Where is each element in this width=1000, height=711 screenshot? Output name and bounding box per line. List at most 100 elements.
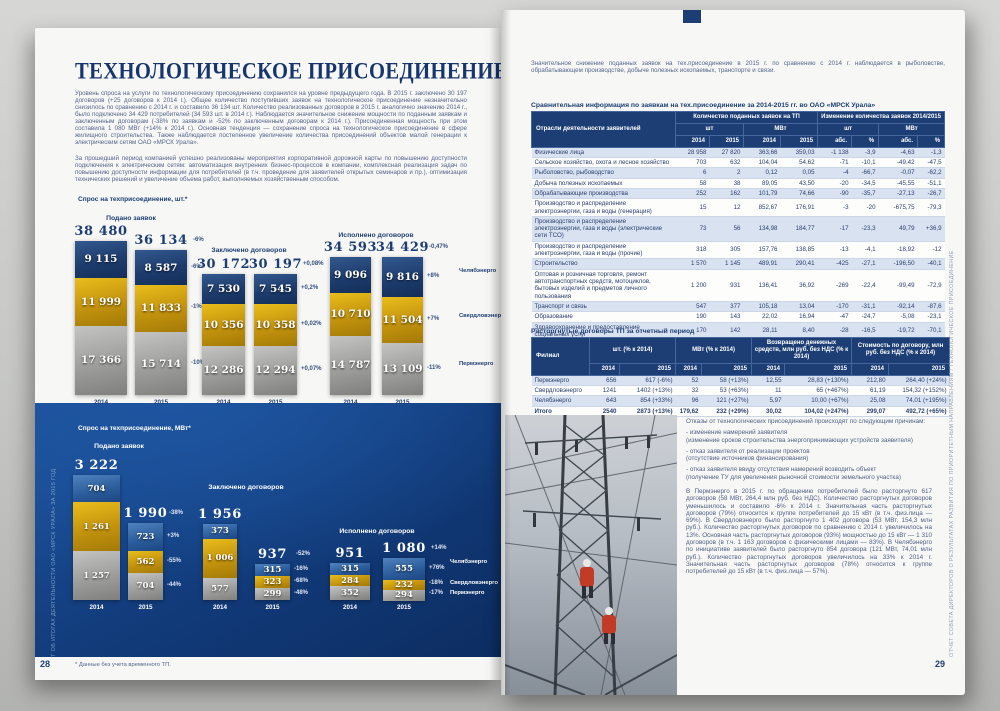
bar-segment: 7 530 xyxy=(202,274,245,305)
bar-total-pct: -6% xyxy=(193,237,204,244)
cell-value: 359,03 xyxy=(780,147,818,158)
table-row: Образование 190 143 22,02 16,94 -47 -24,7 -5,08… xyxy=(531,311,945,323)
linemen-photo xyxy=(505,415,677,695)
cell-value: 104,02 (+247%) xyxy=(784,406,852,417)
row-label: Строительство xyxy=(531,258,676,270)
page-number-right: 29 xyxy=(935,659,946,669)
reason-sub: (отсутствие источников финансирования) xyxy=(686,455,809,463)
table-header-cell: Филиал xyxy=(531,337,590,376)
cell-value: 852,67 xyxy=(743,198,781,217)
cell-value: 377 xyxy=(709,301,744,313)
cell-value: -4,63 xyxy=(878,147,918,158)
segment-value: 10 356 xyxy=(203,319,244,332)
table-row: Рыболовство, рыбоводство 6 2 0,12 0,05 -4 -66,… xyxy=(531,167,945,179)
table-header-cell: 2015 xyxy=(701,362,753,376)
table-header-cell: Возвращено денежных средств, млн руб. бе… xyxy=(751,337,853,364)
table-row: Челябэнерго 643 854 (+33%) 96 121 (+27%) 5,97… xyxy=(531,395,950,407)
reason-text: - изменение намерений заявителя xyxy=(686,429,788,437)
segment-value: 9 096 xyxy=(334,268,367,281)
cell-value: 13,04 xyxy=(780,301,818,313)
cell-value: +36,9 xyxy=(917,216,945,242)
table-header-cell: шт. (% к 2014) xyxy=(588,337,677,364)
cell-value: -27,1 xyxy=(851,258,879,270)
row-label: Образование xyxy=(531,311,676,323)
cell-value: 54,62 xyxy=(780,157,818,169)
cell-value: 290,41 xyxy=(780,258,818,270)
cell-value: 61,19 xyxy=(851,385,889,397)
cell-value: 184,77 xyxy=(780,216,818,242)
row-label: Сельское хозяйство, охота и лесное хозяй… xyxy=(531,157,676,169)
row-label: Производство и распределение электроэнер… xyxy=(531,198,676,217)
cell-value: 74,66 xyxy=(780,188,818,200)
stacked-bar: 9 096 10 710 14 787 xyxy=(330,256,371,395)
branch-label: Пермэнерго xyxy=(459,361,494,367)
bookmark-tab xyxy=(683,10,701,23)
table-row: Свердловэнерго 1241 1402 (+13%) 32 53 (+63%)… xyxy=(531,385,950,397)
cell-value: -71 xyxy=(817,157,852,169)
row-label: Пермэнерго xyxy=(531,375,590,386)
cell-value: 49,79 xyxy=(878,216,918,242)
cell-value: 305 xyxy=(709,241,744,260)
terminated-contracts-table: Филиал шт. (% к 2014) МВт (% к 2014) Возвра… xyxy=(531,337,951,417)
segment-value: 10 358 xyxy=(255,319,296,332)
cell-value: -1 138 xyxy=(817,147,852,158)
bar-segment: 10 358 xyxy=(254,304,297,346)
cell-value: -22,4 xyxy=(851,269,879,302)
segment-value: 9 115 xyxy=(84,253,118,266)
table-header-cell: абс. xyxy=(878,134,919,148)
cell-value: -4,1 xyxy=(851,241,879,260)
left-footer-strip xyxy=(35,657,501,680)
cell-value: 617 (-6%) xyxy=(619,375,676,386)
cell-value: -27,13 xyxy=(878,188,918,200)
cell-value: -24,7 xyxy=(851,311,879,323)
cell-value: 5,97 xyxy=(751,395,785,407)
cell-value: 643 xyxy=(589,395,620,407)
cell-value: 12,55 xyxy=(751,375,785,386)
stacked-bar: 9 816 11 504 13 109 xyxy=(382,257,423,395)
cell-value: 179,62 xyxy=(675,406,702,417)
row-label: Рыболовство, рыбоводство xyxy=(531,167,676,179)
table2-title: Расторгнутые договоры ТП за отчетный пер… xyxy=(531,328,695,335)
applications-comparison-table: Отрасли деятельности заявителей Количеств… xyxy=(531,111,946,372)
bar-segment: 8 587 xyxy=(135,250,187,285)
cell-value: 854 (+33%) xyxy=(619,395,676,407)
cell-value: 89,05 xyxy=(743,178,781,189)
table-header-cell: 2015 xyxy=(888,362,951,376)
left-sidebar-vertical-text: ОТЧЕТ ОБ ИТОГАХ ДЕЯТЕЛЬНОСТИ ОАО «МРСК У… xyxy=(51,468,57,673)
chart-title: Спрос на техприсоединение, шт.* xyxy=(78,196,188,203)
cell-value: 15 xyxy=(675,198,710,217)
cell-value: 53 (+63%) xyxy=(701,385,752,397)
cell-value: -12 xyxy=(917,241,945,260)
cell-value: 73 xyxy=(675,216,710,242)
segment-value: 7 545 xyxy=(259,283,292,296)
segment-value: 13 109 xyxy=(382,362,423,375)
cell-value: -5,08 xyxy=(878,311,918,323)
cell-value: -675,75 xyxy=(878,198,918,217)
segment-value: 11 833 xyxy=(140,302,182,315)
cell-value: 58 xyxy=(675,178,710,189)
segment-value: 9 816 xyxy=(386,270,419,283)
segment-pct-label: -10% xyxy=(191,359,206,366)
cell-value: 96 xyxy=(675,395,702,407)
cell-value: 1 570 xyxy=(675,258,710,270)
cell-value: 492,72 (+65%) xyxy=(888,406,950,417)
bar-total: 34 593 xyxy=(323,239,378,255)
cell-value: -51,1 xyxy=(917,178,945,189)
cell-value: 28 958 xyxy=(675,147,710,158)
table-header-cell: абс. xyxy=(817,134,853,148)
cell-value: -47,5 xyxy=(917,157,945,169)
table-header-cell: % xyxy=(851,134,880,148)
cell-value: 2 xyxy=(709,167,744,179)
cell-value: 27 820 xyxy=(709,147,744,158)
cell-value: -49,42 xyxy=(878,157,918,169)
segment-pct-label: +0,2% xyxy=(301,285,319,292)
segment-value: 12 294 xyxy=(255,364,296,377)
cell-value: -40,1 xyxy=(917,258,945,270)
row-label: Обрабатывающие производства xyxy=(531,188,676,200)
table-header-cell: Стоимость по договору, млн руб. без НДС … xyxy=(851,337,951,364)
cell-value: 32 xyxy=(675,385,702,397)
cell-value: 632 xyxy=(709,157,744,169)
cell-value: -20 xyxy=(851,198,879,217)
cell-value: -20 xyxy=(817,178,852,189)
bar-total: 30 197 xyxy=(248,257,303,273)
